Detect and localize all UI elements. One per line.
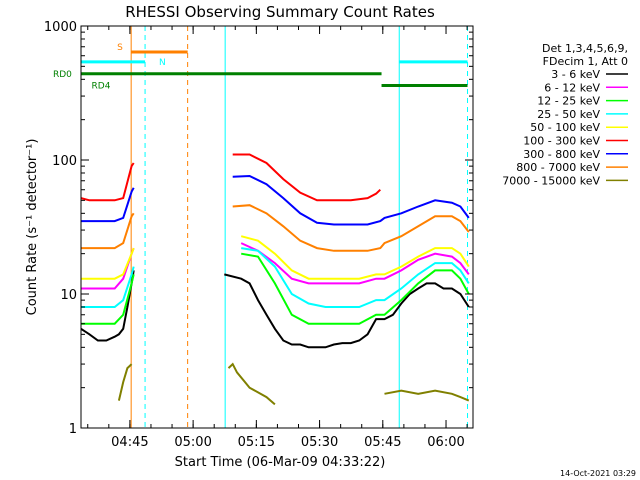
y-axis-ticks: 1 10 100 1000: [44, 20, 473, 437]
status-label-rd0: RD0: [53, 70, 72, 80]
series-line-100-300-kev: [80, 153, 381, 202]
status-label-s: S: [117, 43, 123, 53]
series-line-7000-15000-kev: [117, 362, 470, 406]
legend-label-50-100-kev: 50 - 100 keV: [530, 121, 600, 134]
x-axis-label: Start Time (06-Mar-09 04:33:22): [175, 455, 386, 470]
x-tick-label: 04:45: [111, 435, 148, 450]
legend-label-800-7000-kev: 800 - 7000 keV: [516, 161, 600, 174]
series-line-12-25-kev: [81, 252, 470, 325]
legend: Det 1,3,4,5,6,9,FDecim 1, Att 03 - 6 keV…: [502, 42, 628, 187]
y-axis-label: Count Rate (s⁻¹ detector⁻¹): [25, 139, 40, 316]
legend-label-25-50-kev: 25 - 50 keV: [537, 108, 600, 121]
chart-title: RHESSI Observing Summary Count Rates: [125, 3, 435, 21]
x-axis-ticks: 04:45 05:00 05:15 05:30 05:45 06:00: [87, 26, 468, 450]
y-tick-label: 10: [60, 288, 77, 303]
x-tick-label: 05:00: [174, 435, 211, 450]
y-tick-label: 1: [69, 422, 77, 437]
x-tick-label: 05:15: [238, 435, 275, 450]
x-tick-label: 05:45: [364, 435, 401, 450]
legend-label-7000-15000-kev: 7000 - 15000 keV: [502, 174, 600, 187]
status-label-rd4: RD4: [92, 81, 111, 91]
footer-timestamp: 14-Oct-2021 03:29: [560, 469, 636, 478]
marks-group: S N RD0 RD4: [53, 26, 470, 428]
y-tick-label: 100: [52, 154, 77, 169]
legend-label-3-6-kev: 3 - 6 keV: [551, 68, 600, 81]
status-label-n: N: [159, 58, 166, 68]
legend-header-line: Det 1,3,4,5,6,9,: [542, 42, 628, 55]
series-line-3-6-kev: [80, 270, 470, 349]
series-line-800-7000-kev: [81, 204, 470, 252]
legend-label-12-25-kev: 12 - 25 keV: [537, 95, 600, 108]
series-line-300-800-kev: [81, 174, 470, 226]
legend-label-300-800-kev: 300 - 800 keV: [523, 148, 600, 161]
legend-header-line: FDecim 1, Att 0: [543, 55, 628, 68]
legend-label-100-300-kev: 100 - 300 keV: [523, 135, 600, 148]
x-tick-label: 05:30: [301, 435, 338, 450]
y-tick-label: 1000: [44, 20, 77, 35]
series-line-25-50-kev: [81, 247, 470, 308]
series-line-50-100-kev: [81, 235, 470, 280]
legend-label-6-12-kev: 6 - 12 keV: [544, 81, 600, 94]
x-tick-label: 06:00: [427, 435, 464, 450]
